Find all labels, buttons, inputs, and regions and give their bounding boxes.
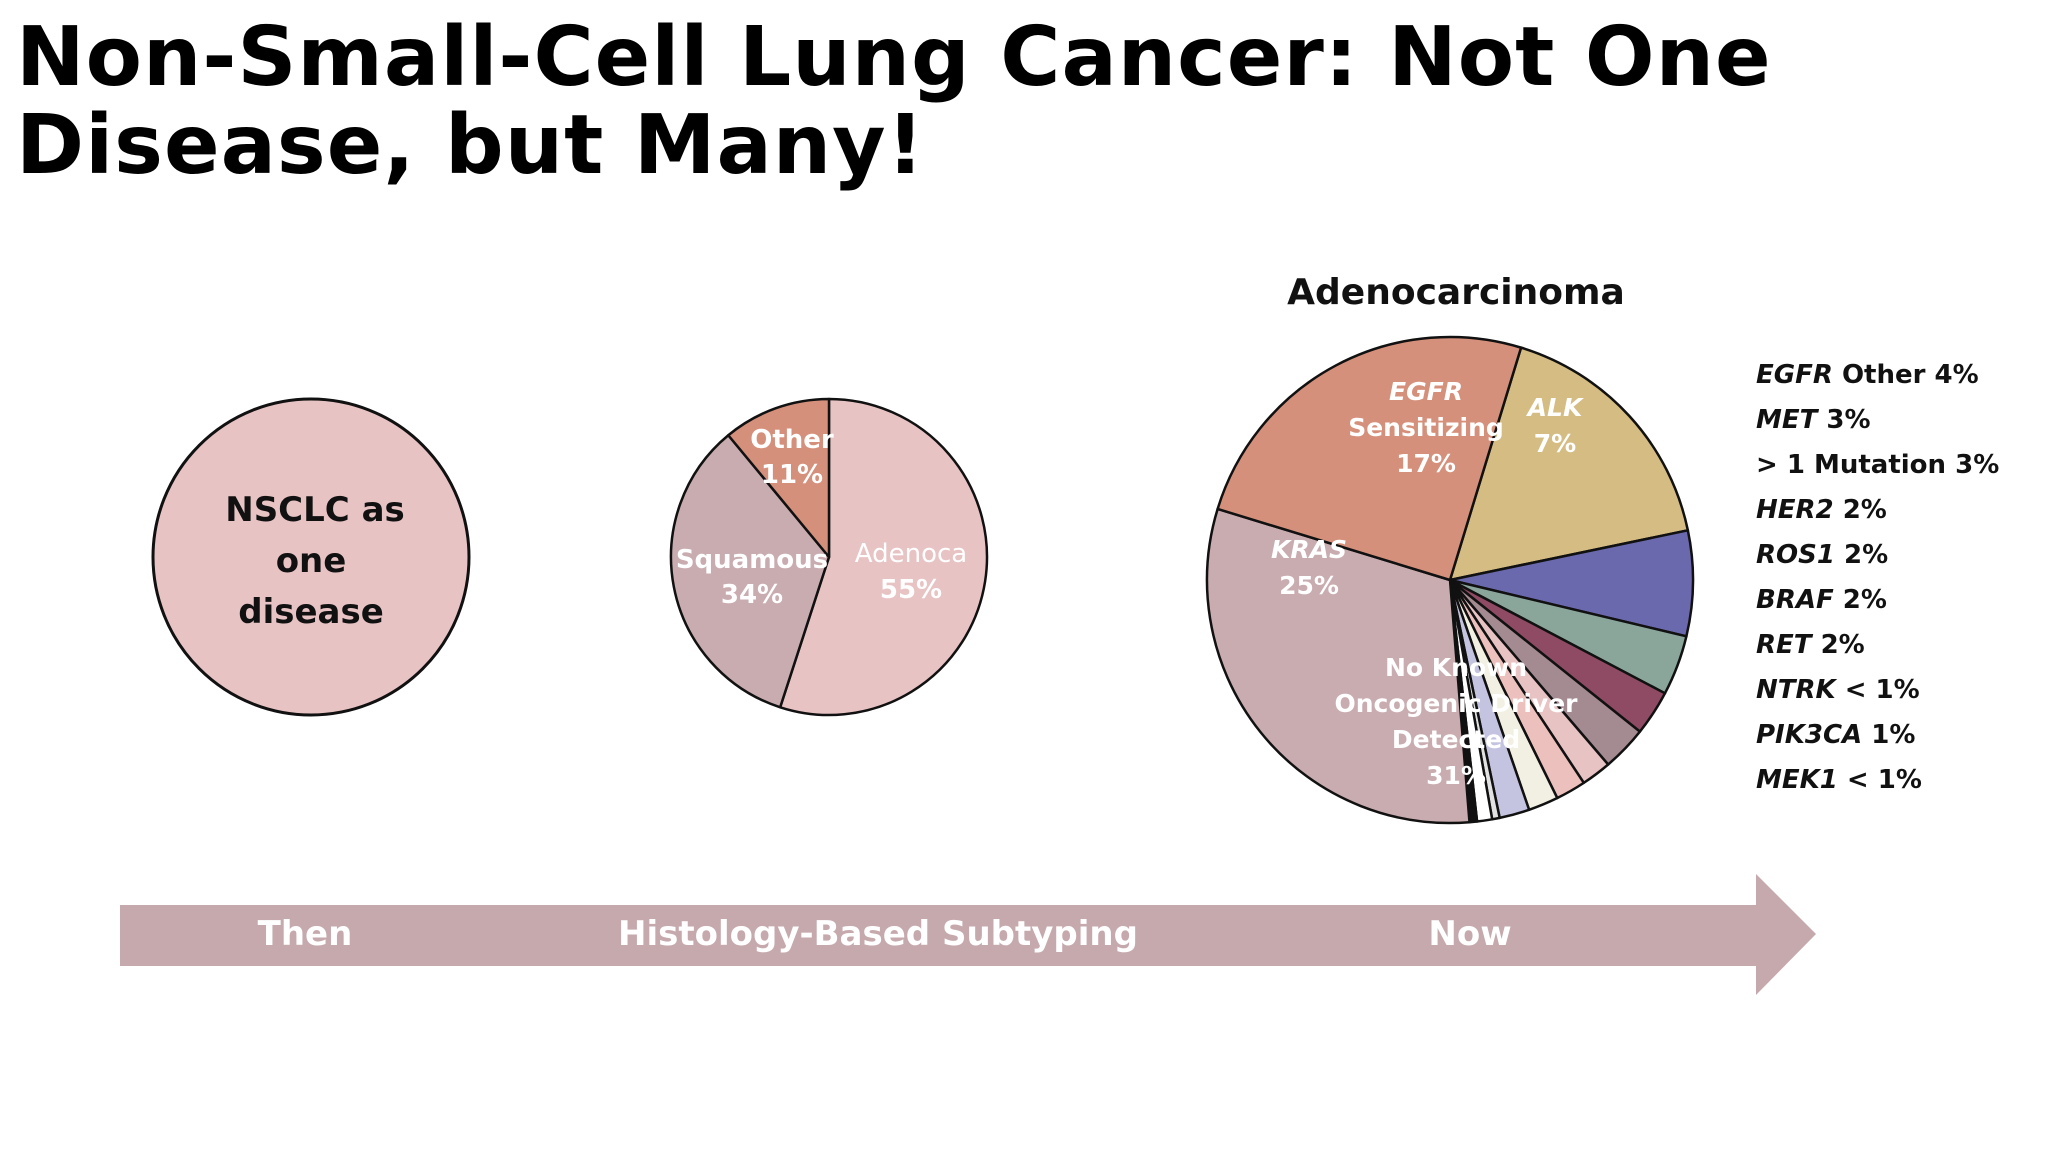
timeline-histology: Histology-Based Subtyping: [618, 914, 1138, 954]
pie-adenocarcinoma-labels: EGFR Sensitizing 17% ALK 7% KRAS 25% No …: [1271, 377, 1584, 790]
adeno-pie-title: Adenocarcinoma: [1287, 272, 1625, 313]
adenoca-label-name: Adenoca: [855, 539, 967, 569]
then-label-line2: one: [276, 541, 347, 581]
adeno-slice-no-known-oncogenic-driver-detected: [1205, 507, 1471, 825]
legend-gene: NTRK: [1756, 675, 1838, 705]
adeno-slice-kras: [1216, 335, 1523, 582]
legend-value: < 1%: [1838, 765, 1922, 795]
legend-value: Other 4%: [1833, 360, 1979, 390]
legend-value: 2%: [1834, 585, 1887, 615]
legend-item-met: MET 3%: [1756, 405, 1871, 435]
pie-then: NSCLC as one disease: [151, 397, 471, 717]
alk-label-gene: ALK: [1526, 393, 1584, 422]
squamous-label-name: Squamous: [676, 545, 828, 575]
page-title: Non-Small-Cell Lung Cancer: Not One Dise…: [16, 10, 1772, 193]
noknown-label-line2: Oncogenic Driver: [1334, 689, 1578, 718]
pie-adenocarcinoma: [1205, 335, 1695, 825]
legend-gene: ROS1: [1756, 540, 1835, 570]
legend-item-ret: RET 2%: [1756, 630, 1865, 660]
adenoca-label-value: 55%: [880, 575, 942, 605]
legend-item-her2: HER2 2%: [1756, 495, 1887, 525]
noknown-label-line1: No Known: [1385, 653, 1527, 682]
then-label-line3: disease: [238, 592, 384, 632]
legend-item-egfr: EGFR Other 4%: [1756, 360, 1979, 390]
adeno-slice-egfr-sensitizing: [1448, 346, 1690, 582]
legend-item-ros1: ROS1 2%: [1756, 540, 1888, 570]
egfr-label-gene: EGFR: [1389, 377, 1463, 406]
legend-gene: BRAF: [1756, 585, 1834, 615]
noknown-label-line3: Detected: [1392, 725, 1520, 754]
squamous-label-value: 34%: [721, 580, 783, 610]
timeline-now: Now: [1428, 914, 1511, 954]
pie-histology-labels: Other 11% Squamous 34% Adenoca 55%: [676, 425, 967, 610]
legend: EGFR Other 4% MET 3% > 1 Mutation 3% HER2 2…: [1756, 360, 1999, 795]
legend-value: 3%: [1817, 405, 1870, 435]
pie-then-slice: [151, 397, 471, 717]
legend-value: 1%: [1862, 720, 1915, 750]
legend-gene: PIK3CA: [1756, 720, 1862, 750]
then-label-line1: NSCLC as: [225, 490, 405, 530]
legend-gene: HER2: [1756, 495, 1834, 525]
legend-value: < 1%: [1836, 675, 1920, 705]
kras-label-value: 25%: [1279, 571, 1339, 600]
legend-value: > 1 Mutation 3%: [1756, 450, 1999, 480]
legend-item-pik3ca: PIK3CA 1%: [1756, 720, 1915, 750]
histology-slice-adenoca: [778, 397, 989, 717]
legend-item-ntrk: NTRK < 1%: [1756, 675, 1920, 705]
histology-slice-other: [727, 397, 831, 559]
kras-label-gene: KRAS: [1271, 535, 1347, 564]
legend-gene: RET: [1756, 630, 1814, 660]
legend-gene: EGFR: [1756, 360, 1833, 390]
arrow-shape: [120, 874, 1816, 995]
timeline-arrow: Then Histology-Based Subtyping Now: [120, 874, 1816, 995]
legend-item-1-mutation-3: > 1 Mutation 3%: [1756, 450, 1999, 480]
legend-item-braf: BRAF 2%: [1756, 585, 1887, 615]
other-label-value: 11%: [761, 460, 823, 490]
noknown-label-value: 31%: [1426, 761, 1486, 790]
legend-gene: MEK1: [1756, 765, 1838, 795]
egfr-label-name: Sensitizing: [1348, 413, 1504, 442]
other-label-name: Other: [750, 425, 834, 455]
legend-item-mek1: MEK1 < 1%: [1756, 765, 1922, 795]
pie-histology: [669, 397, 989, 717]
legend-value: 2%: [1812, 630, 1865, 660]
alk-label-value: 7%: [1534, 429, 1576, 458]
legend-value: 2%: [1834, 495, 1887, 525]
legend-gene: MET: [1756, 405, 1820, 435]
histology-slice-squamous: [669, 434, 831, 709]
legend-value: 2%: [1835, 540, 1888, 570]
adeno-slice-alk: [1448, 529, 1695, 638]
egfr-label-value: 17%: [1396, 449, 1456, 478]
timeline-then: Then: [258, 914, 353, 954]
